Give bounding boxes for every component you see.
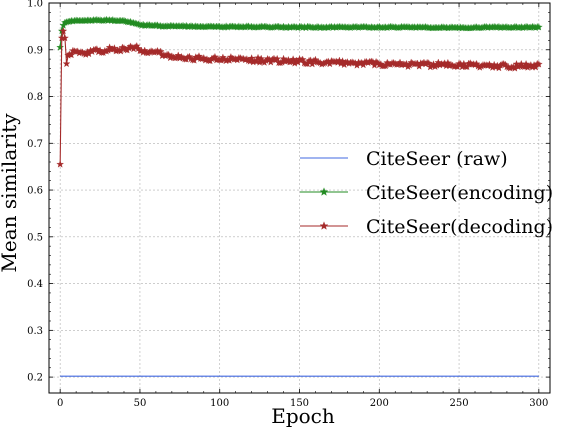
y-tick-label: 0.7 xyxy=(27,139,43,150)
series-marker xyxy=(59,27,68,35)
x-tick-label: 0 xyxy=(57,398,63,409)
x-tick-label: 150 xyxy=(290,398,309,409)
series-marker xyxy=(535,23,543,31)
series-marker xyxy=(110,44,119,52)
legend-label: CiteSeer(encoding) xyxy=(366,182,553,204)
series-layer xyxy=(56,15,543,377)
y-tick-label: 0.9 xyxy=(27,45,43,56)
series-marker xyxy=(156,47,165,55)
grid-layer xyxy=(49,2,550,393)
series-marker xyxy=(257,54,266,62)
legend-marker xyxy=(319,221,329,230)
legend-item: CiteSeer(encoding) xyxy=(300,182,553,204)
y-tick-label: 0.4 xyxy=(27,279,43,290)
legend-item: CiteSeer (raw) xyxy=(300,148,508,170)
series-3 xyxy=(56,27,543,168)
series-marker xyxy=(338,57,347,65)
series-marker xyxy=(56,43,64,51)
series-marker xyxy=(61,34,69,42)
legend-label: CiteSeer(decoding) xyxy=(366,216,553,238)
series-marker xyxy=(56,160,64,168)
series-marker xyxy=(444,58,452,67)
y-tick-label: 1.0 xyxy=(27,0,43,10)
series-marker xyxy=(62,59,71,68)
x-tick-label: 50 xyxy=(134,398,147,409)
x-tick-label: 250 xyxy=(450,398,469,409)
y-tick-label: 0.2 xyxy=(27,373,43,384)
series-marker xyxy=(298,55,307,63)
series-marker xyxy=(164,50,173,59)
y-axis-label: Mean similarity xyxy=(0,113,21,273)
series-marker xyxy=(535,60,543,68)
y-tick-label: 0.5 xyxy=(27,232,43,243)
x-tick-label: 200 xyxy=(370,398,389,409)
y-tick-label: 0.8 xyxy=(27,92,43,103)
y-tick-label: 0.3 xyxy=(27,326,43,337)
x-tick-label: 300 xyxy=(529,398,548,409)
legend-marker xyxy=(319,187,329,196)
x-axis-label: Epoch xyxy=(271,404,335,428)
series-marker xyxy=(273,54,281,63)
series-2 xyxy=(56,15,543,51)
series-marker xyxy=(289,55,297,63)
x-tick-label: 100 xyxy=(210,398,229,409)
legend-label: CiteSeer (raw) xyxy=(366,148,508,170)
legend: CiteSeer (raw) CiteSeer(encoding) CiteSeer… xyxy=(300,148,553,238)
series-marker xyxy=(67,50,76,59)
legend-item: CiteSeer(decoding) xyxy=(300,216,553,238)
ticks-layer: 0 50 100 150 200 250 300 0.2 0.3 0.4 0.5 0.6 0.7 0.8 0… xyxy=(27,0,550,409)
y-tick-label: 0.6 xyxy=(27,186,43,197)
